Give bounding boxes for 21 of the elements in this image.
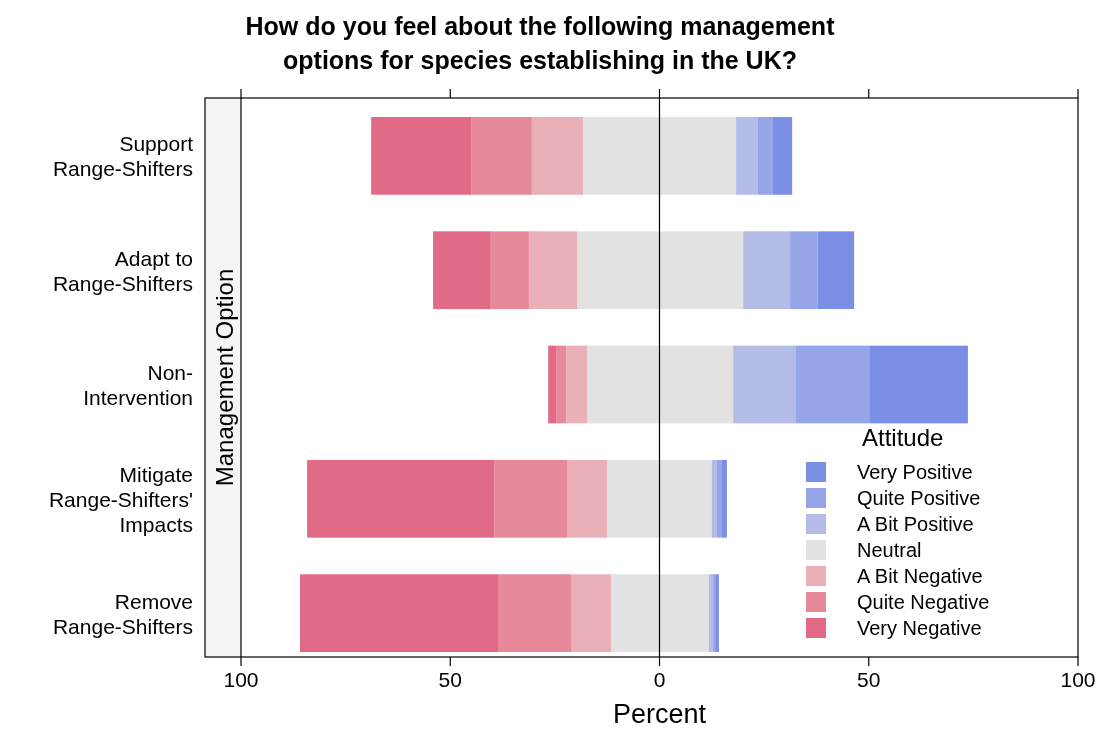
x-tick-label: 0 — [653, 668, 666, 691]
y-tick-label: Mitigate Range-Shifters' Impacts — [48, 462, 193, 536]
y-axis-title: Management Option — [210, 268, 238, 487]
x-tick-label: 100 — [1060, 668, 1096, 691]
y-tick-label: Non- Intervention — [83, 360, 193, 409]
x-tick-label: 100 — [223, 668, 259, 691]
x-axis-title: Percent — [612, 699, 707, 729]
x-tick-label: 50 — [438, 668, 462, 691]
y-tick-label: Adapt to Range-Shifters — [52, 246, 193, 295]
legend-label: Very Positive — [857, 461, 973, 483]
legend-label: A Bit Positive — [857, 513, 974, 535]
legend-label: A Bit Negative — [857, 565, 983, 587]
legend-label: Quite Positive — [857, 487, 981, 509]
legend-label: Neutral — [857, 539, 922, 561]
y-tick-label: Support Range-Shifters — [52, 131, 194, 180]
chart-title: How do you feel about the following management options for species establishing in the UK? — [245, 12, 836, 74]
legend-label: Very Negative — [857, 617, 982, 639]
legend-label: Quite Negative — [857, 591, 990, 613]
y-tick-label: Remove Range-Shifters — [52, 589, 193, 638]
legend-title: Attitude — [862, 424, 944, 451]
x-tick-label: 50 — [857, 668, 881, 691]
